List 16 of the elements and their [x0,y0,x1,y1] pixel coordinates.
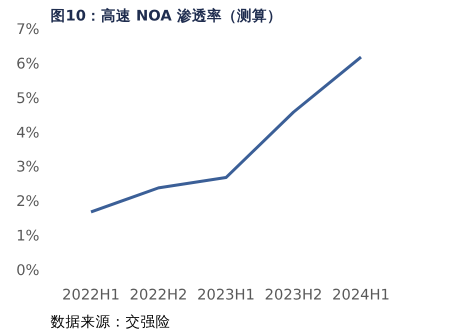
y-tick-label: 4% [16,124,40,142]
y-tick-label: 5% [16,90,40,107]
line-series [90,56,362,214]
y-tick-label: 0% [16,262,40,279]
x-tick-label: 2022H2 [130,286,188,304]
y-tick-label: 1% [16,228,40,245]
y-tick-label: 7% [16,21,40,38]
x-tick-label: 2024H1 [332,286,390,304]
x-tick-label: 2023H1 [197,286,255,304]
y-tick-label: 2% [16,193,40,210]
x-tick-label: 2023H2 [264,286,322,304]
y-tick-label: 3% [16,158,40,176]
y-tick-label: 6% [16,55,40,72]
source-note: 数据来源：交强险 [50,314,170,330]
chart-title: 图10：高速 NOA 渗透率（测算） [50,6,282,24]
x-tick-label: 2022H1 [62,286,120,304]
